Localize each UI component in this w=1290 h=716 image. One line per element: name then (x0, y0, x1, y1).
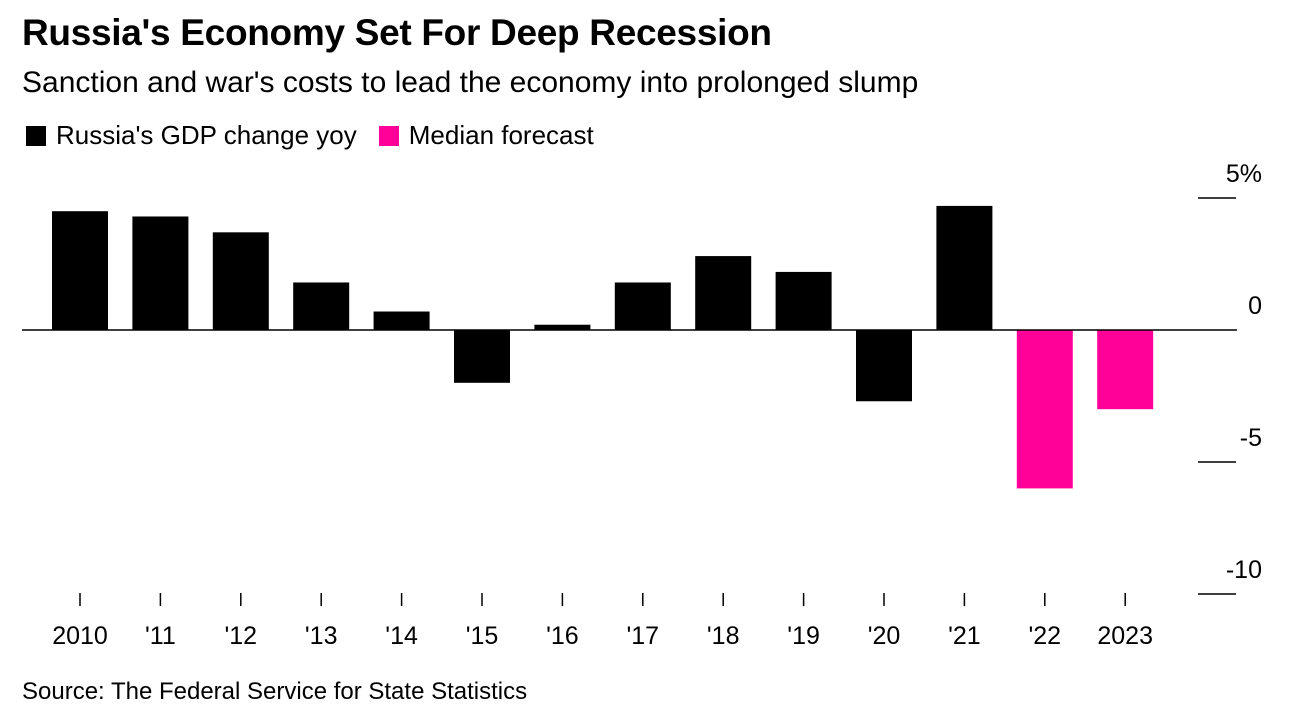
legend-item-forecast: Median forecast (378, 120, 594, 151)
x-tick-label: '16 (546, 622, 579, 650)
x-tick-label: '17 (627, 622, 660, 650)
y-tick-label: -10 (1226, 556, 1262, 584)
gdp-bar (936, 205, 993, 330)
gdp-bar (856, 330, 912, 402)
legend-label-forecast: Median forecast (408, 120, 594, 150)
gdp-bar (212, 232, 269, 330)
forecast-bar (1016, 330, 1073, 489)
x-tick-label: '18 (707, 622, 740, 650)
gdp-bar (132, 216, 189, 330)
gdp-bar (534, 324, 591, 330)
x-tick-label: '12 (225, 622, 258, 650)
gdp-bar (52, 211, 108, 330)
x-tick-label: 2023 (1097, 622, 1153, 650)
gdp-bar (695, 256, 752, 330)
y-tick-label: -5 (1240, 424, 1262, 452)
x-tick-label: '15 (466, 622, 499, 650)
x-tick-label: '19 (787, 622, 820, 650)
legend-swatch-forecast (378, 125, 399, 146)
chart-subtitle: Sanction and war's costs to lead the eco… (22, 66, 919, 99)
y-tick-label: 0 (1248, 292, 1262, 320)
x-tick-label: '13 (305, 622, 338, 650)
x-tick-label: '21 (948, 622, 981, 650)
gdp-bar (373, 311, 430, 330)
x-tick-label: '14 (385, 622, 418, 650)
legend-label-gdp: Russia's GDP change yoy (56, 120, 357, 150)
gdp-bar (293, 282, 350, 330)
forecast-bar (1097, 330, 1154, 410)
gdp-bar (614, 282, 671, 330)
gdp-bar (775, 271, 832, 330)
legend: Russia's GDP change yoy Median forecast (26, 120, 594, 151)
x-tick-label: '20 (868, 622, 901, 650)
legend-swatch-gdp (26, 125, 46, 146)
y-tick-label: 5% (1226, 160, 1262, 188)
x-tick-label: 2010 (52, 622, 108, 650)
source-note: Source: The Federal Service for State St… (22, 678, 528, 705)
x-tick-label: '22 (1029, 622, 1062, 650)
x-tick-label: '11 (145, 622, 176, 650)
chart-title: Russia's Economy Set For Deep Recession (22, 12, 772, 53)
legend-item-gdp: Russia's GDP change yoy (26, 120, 357, 151)
gdp-bar (454, 330, 510, 383)
